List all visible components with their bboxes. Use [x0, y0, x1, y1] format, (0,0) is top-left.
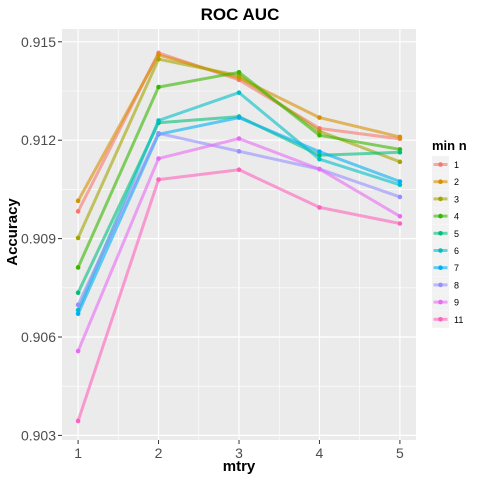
- data-point: [156, 131, 161, 136]
- legend-label: 7: [454, 263, 459, 273]
- legend-label: 8: [454, 280, 459, 290]
- data-point: [317, 132, 322, 138]
- legend: min n 1 2 3 4 5 6 7 8 9 11: [432, 138, 467, 328]
- chart-title: ROC AUC: [201, 5, 280, 24]
- x-tick-label: 4: [316, 445, 324, 461]
- data-point: [397, 221, 403, 226]
- x-axis: 1 2 3 4 5: [74, 440, 404, 461]
- data-point: [236, 167, 242, 173]
- y-tick-label: 0.912: [21, 132, 56, 148]
- data-point: [317, 156, 322, 162]
- legend-key-point: [438, 265, 443, 271]
- legend-label: 6: [454, 246, 459, 256]
- x-tick-label: 2: [155, 445, 163, 461]
- data-point: [236, 136, 242, 141]
- legend-item-11: 11: [432, 310, 463, 328]
- data-point: [75, 265, 81, 270]
- plot-panel: [62, 29, 416, 440]
- legend-key-point: [438, 282, 443, 288]
- y-tick-label: 0.915: [21, 34, 56, 50]
- data-point: [397, 179, 403, 184]
- legend-item-1: 1: [432, 156, 459, 173]
- legend-label: 3: [454, 194, 459, 204]
- data-point: [156, 177, 161, 182]
- data-point: [75, 348, 81, 354]
- x-axis-title: mtry: [223, 458, 256, 475]
- legend-key-point: [438, 299, 443, 305]
- legend-item-7: 7: [432, 259, 459, 277]
- data-point: [156, 156, 161, 161]
- data-point: [236, 115, 242, 120]
- data-point: [75, 302, 81, 308]
- series-9: [75, 136, 403, 354]
- data-point: [236, 69, 242, 75]
- legend-item-8: 8: [432, 276, 459, 294]
- legend-item-9: 9: [432, 293, 459, 311]
- legend-item-4: 4: [432, 207, 459, 225]
- legend-key-point: [438, 196, 443, 202]
- data-point: [317, 115, 322, 120]
- legend-item-3: 3: [432, 190, 459, 208]
- data-point: [317, 149, 322, 154]
- data-point: [397, 182, 403, 188]
- series-7: [75, 115, 403, 317]
- series-2: [75, 52, 403, 204]
- legend-key-point: [438, 179, 443, 184]
- legend-key-point: [438, 231, 443, 236]
- data-point: [397, 159, 403, 165]
- x-tick-label: 3: [235, 445, 243, 461]
- legend-label: 11: [454, 315, 463, 325]
- data-point: [317, 166, 322, 172]
- data-point: [397, 194, 403, 200]
- data-point: [75, 290, 81, 296]
- legend-title: min n: [432, 138, 467, 153]
- y-tick-label: 0.906: [21, 329, 56, 345]
- legend-key-point: [438, 162, 443, 167]
- legend-item-5: 5: [432, 224, 459, 242]
- data-point: [397, 213, 403, 219]
- data-point: [236, 149, 242, 154]
- data-point: [75, 209, 81, 214]
- legend-key-point: [438, 213, 443, 219]
- legend-label: 4: [454, 212, 459, 222]
- legend-key-point: [438, 248, 443, 253]
- legend-key-point: [438, 317, 443, 322]
- data-point: [317, 205, 322, 210]
- data-point: [397, 134, 403, 140]
- legend-label: 2: [454, 177, 459, 187]
- data-point: [236, 90, 242, 95]
- data-point: [156, 52, 161, 58]
- y-axis: 0.903 0.906 0.909 0.912 0.915: [21, 34, 62, 443]
- data-point: [156, 56, 161, 62]
- legend-item-2: 2: [432, 173, 459, 191]
- data-point: [75, 311, 81, 317]
- x-tick-label: 1: [74, 445, 82, 461]
- y-tick-label: 0.903: [21, 427, 56, 443]
- data-point: [75, 235, 81, 241]
- legend-item-6: 6: [432, 242, 459, 259]
- series-4: [75, 69, 403, 270]
- data-point: [75, 418, 81, 424]
- data-point: [397, 150, 403, 155]
- data-point: [156, 118, 161, 123]
- legend-label: 5: [454, 229, 459, 239]
- legend-label: 1: [454, 160, 459, 170]
- y-axis-title: Accuracy: [4, 198, 21, 266]
- y-tick-label: 0.909: [21, 231, 56, 247]
- data-point: [75, 198, 81, 204]
- legend-label: 9: [454, 298, 459, 308]
- x-tick-label: 5: [396, 445, 404, 461]
- data-point: [156, 84, 161, 90]
- series-11: [75, 167, 403, 424]
